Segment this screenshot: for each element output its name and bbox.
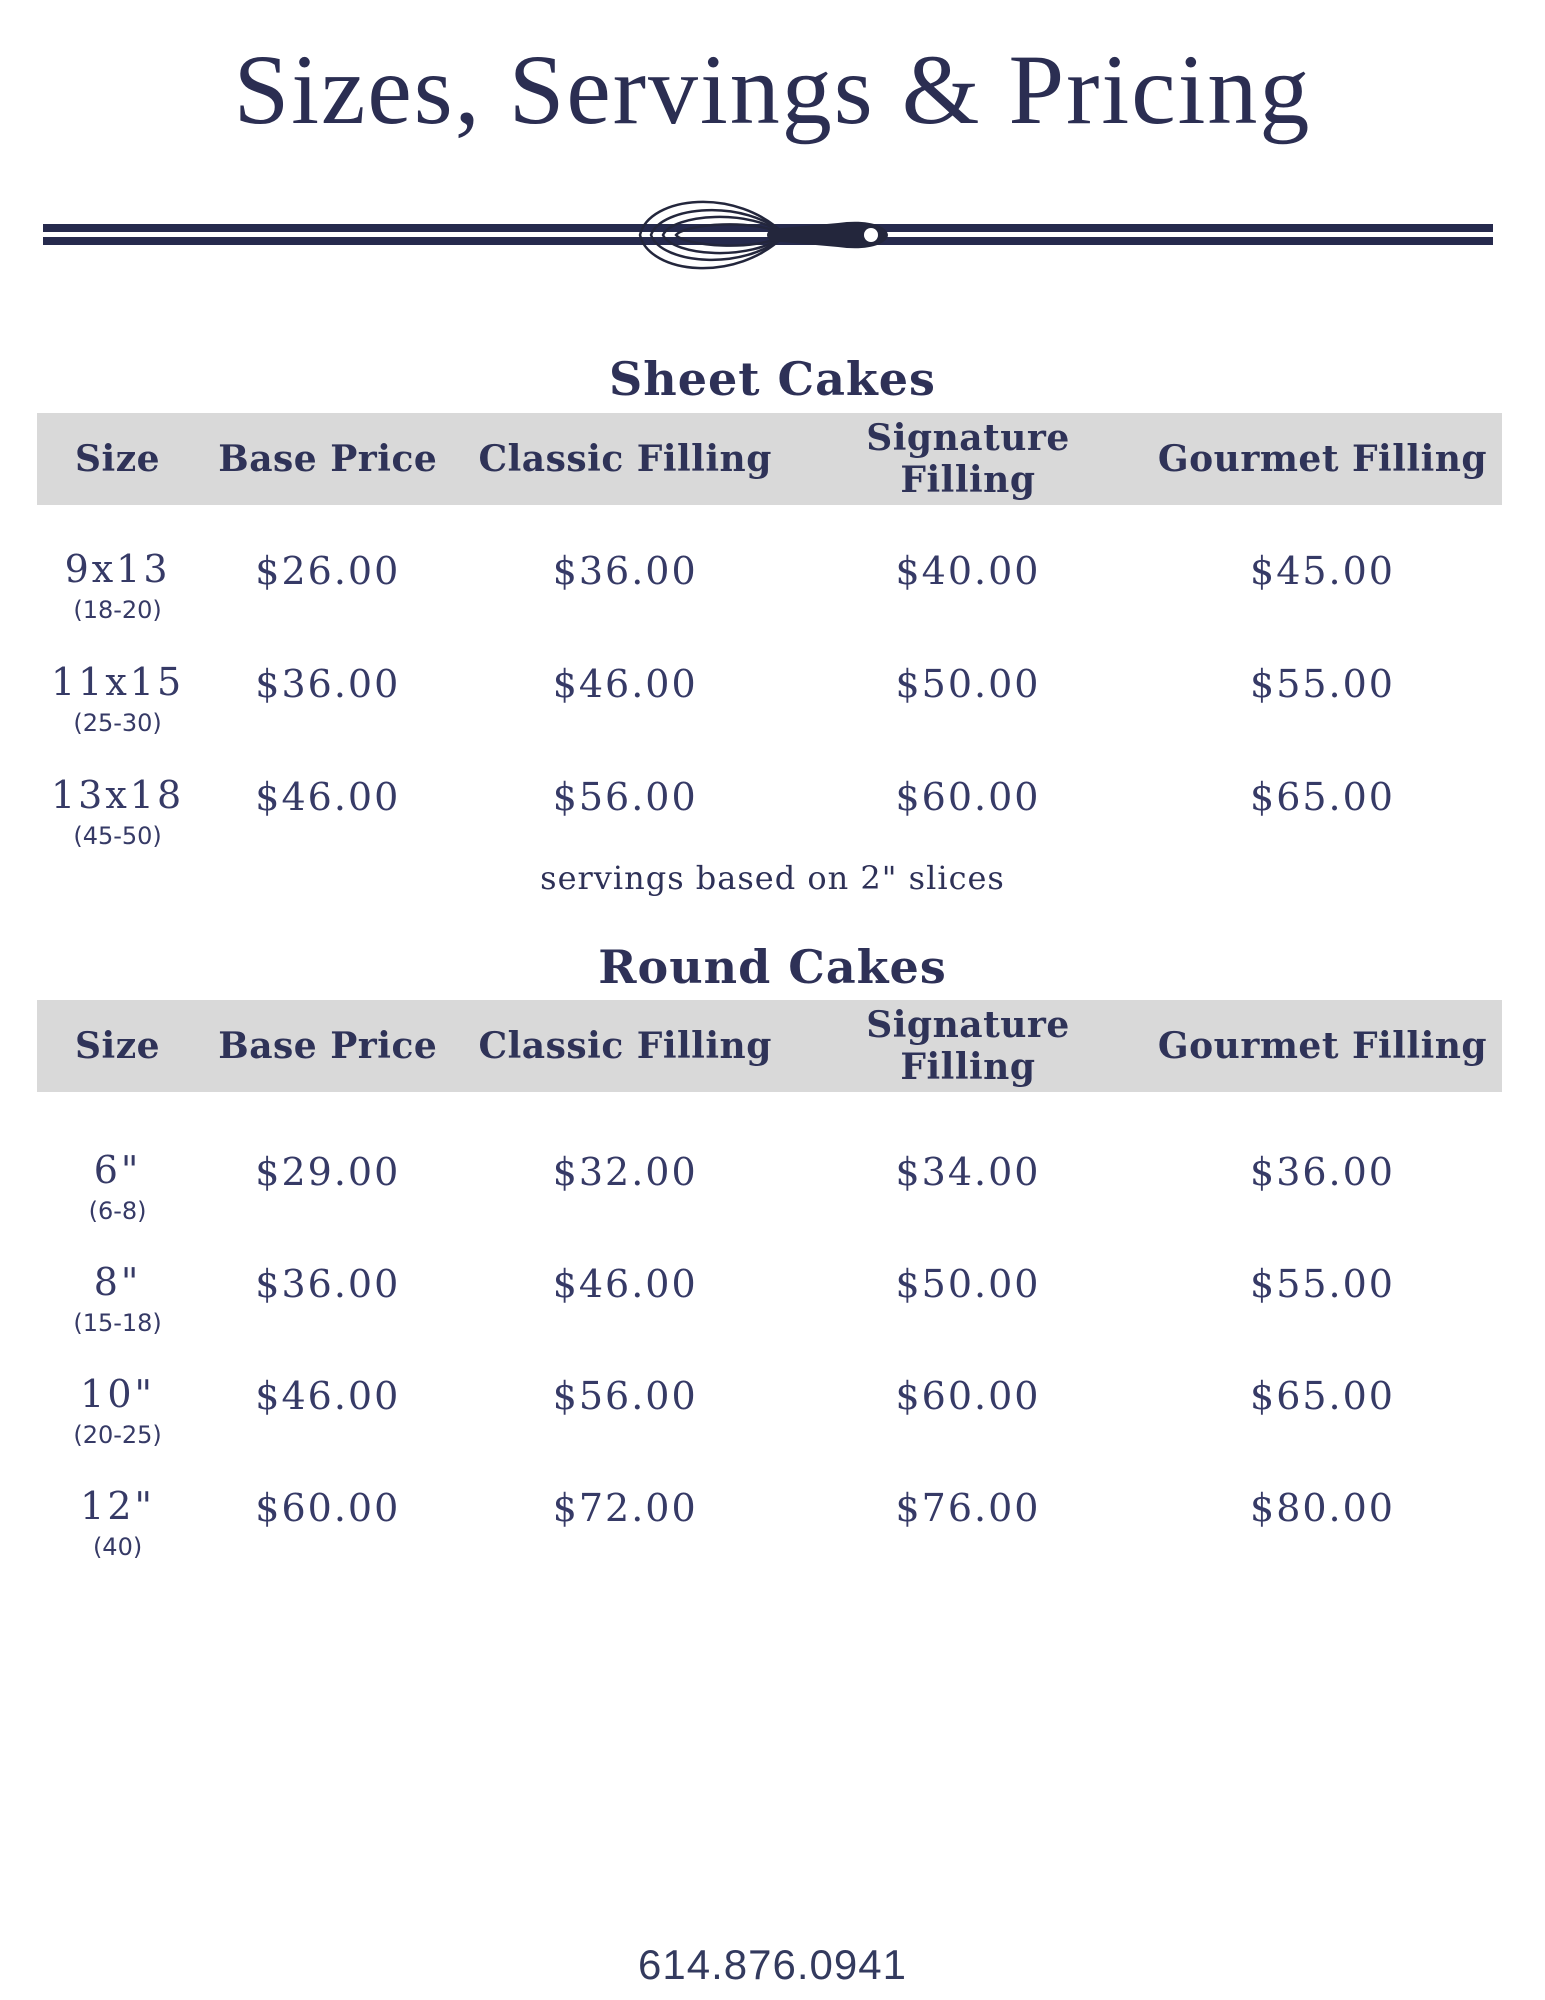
- classic-filling-price: $46.00: [552, 1262, 698, 1306]
- size-cell: 13x18 (45-50): [37, 776, 198, 851]
- base-price: $60.00: [255, 1486, 401, 1530]
- gourmet-filling-price: $65.00: [1250, 775, 1395, 819]
- size-cell: 10" (20-25): [37, 1375, 198, 1450]
- column-header-signature-filling: Signature Filling: [866, 1004, 1070, 1088]
- base-price: $46.00: [255, 1374, 401, 1418]
- size-label: 10": [80, 1372, 155, 1416]
- size-cell: 9x13 (18-20): [37, 550, 198, 625]
- servings-label: (45-50): [73, 822, 162, 850]
- size-cell: 12" (40): [37, 1487, 198, 1562]
- sheet-table-body: 9x13 (18-20) $26.00 $36.00 $40.00 $45.00…: [37, 505, 1502, 889]
- gourmet-filling-price: $55.00: [1250, 1262, 1395, 1306]
- section-heading-sheet-cakes: Sheet Cakes: [609, 352, 936, 406]
- signature-filling-price: $50.00: [895, 662, 1041, 706]
- size-label: 11x15: [51, 660, 185, 704]
- classic-filling-price: $72.00: [552, 1486, 698, 1530]
- gourmet-filling-price: $45.00: [1250, 549, 1395, 593]
- gourmet-filling-price: $55.00: [1250, 662, 1395, 706]
- column-header-base-price: Base Price: [218, 438, 438, 480]
- classic-filling-price: $46.00: [552, 662, 698, 706]
- size-label: 13x18: [51, 773, 185, 817]
- round-table-header: Size Base Price Classic Filling Signatur…: [37, 1000, 1502, 1092]
- base-price: $36.00: [255, 662, 401, 706]
- base-price: $29.00: [255, 1150, 401, 1194]
- table-row: 13x18 (45-50) $46.00 $56.00 $60.00 $65.0…: [37, 776, 1502, 889]
- column-header-classic-filling: Classic Filling: [478, 438, 772, 480]
- signature-filling-price: $34.00: [895, 1150, 1041, 1194]
- round-table-body: 6" (6-8) $29.00 $32.00 $34.00 $36.00 8" …: [37, 1092, 1502, 1599]
- size-cell: 6" (6-8): [37, 1151, 198, 1226]
- phone-number: 614.876.0941: [638, 1941, 907, 1988]
- servings-label: (40): [92, 1533, 143, 1561]
- table-row: 12" (40) $60.00 $72.00 $76.00 $80.00: [37, 1487, 1502, 1599]
- size-label: 9x13: [64, 547, 171, 591]
- servings-label: (20-25): [73, 1421, 162, 1449]
- column-header-size: Size: [75, 438, 161, 480]
- column-header-signature-filling: Signature Filling: [866, 417, 1070, 501]
- column-header-size: Size: [75, 1025, 161, 1067]
- signature-filling-price: $60.00: [895, 775, 1041, 819]
- servings-label: (18-20): [73, 596, 162, 624]
- size-label: 6": [93, 1148, 142, 1192]
- page-title: Sizes, Servings & Pricing: [233, 34, 1312, 145]
- table-row: 9x13 (18-20) $26.00 $36.00 $40.00 $45.00: [37, 550, 1502, 663]
- column-header-classic-filling: Classic Filling: [478, 1025, 772, 1067]
- table-row: 10" (20-25) $46.00 $56.00 $60.00 $65.00: [37, 1375, 1502, 1487]
- gourmet-filling-price: $36.00: [1250, 1150, 1395, 1194]
- section-heading-round-cakes: Round Cakes: [598, 940, 947, 994]
- base-price: $26.00: [255, 549, 401, 593]
- column-header-gourmet-filling: Gourmet Filling: [1157, 1025, 1488, 1067]
- size-cell: 11x15 (25-30): [37, 663, 198, 738]
- size-label: 12": [80, 1484, 155, 1528]
- divider-rule: [43, 200, 1493, 269]
- signature-filling-price: $60.00: [895, 1374, 1041, 1418]
- base-price: $46.00: [255, 775, 401, 819]
- servings-label: (15-18): [73, 1309, 162, 1337]
- whisk-icon: [638, 200, 888, 269]
- size-label: 8": [93, 1260, 142, 1304]
- signature-filling-price: $50.00: [895, 1262, 1041, 1306]
- classic-filling-price: $56.00: [552, 775, 698, 819]
- classic-filling-price: $36.00: [552, 549, 698, 593]
- servings-label: (25-30): [73, 709, 162, 737]
- base-price: $36.00: [255, 1262, 401, 1306]
- column-header-base-price: Base Price: [218, 1025, 438, 1067]
- classic-filling-price: $32.00: [552, 1150, 698, 1194]
- classic-filling-price: $56.00: [552, 1374, 698, 1418]
- signature-filling-price: $40.00: [895, 549, 1041, 593]
- column-header-gourmet-filling: Gourmet Filling: [1157, 438, 1488, 480]
- servings-label: (6-8): [88, 1197, 147, 1225]
- table-row: 6" (6-8) $29.00 $32.00 $34.00 $36.00: [37, 1151, 1502, 1263]
- sheet-table-header: Size Base Price Classic Filling Signatur…: [37, 413, 1502, 505]
- gourmet-filling-price: $65.00: [1250, 1374, 1395, 1418]
- table-row: 8" (15-18) $36.00 $46.00 $50.00 $55.00: [37, 1263, 1502, 1375]
- size-cell: 8" (15-18): [37, 1263, 198, 1338]
- gourmet-filling-price: $80.00: [1250, 1486, 1395, 1530]
- table-row: 11x15 (25-30) $36.00 $46.00 $50.00 $55.0…: [37, 663, 1502, 776]
- signature-filling-price: $76.00: [895, 1486, 1041, 1530]
- servings-note: servings based on 2" slices: [540, 859, 1005, 897]
